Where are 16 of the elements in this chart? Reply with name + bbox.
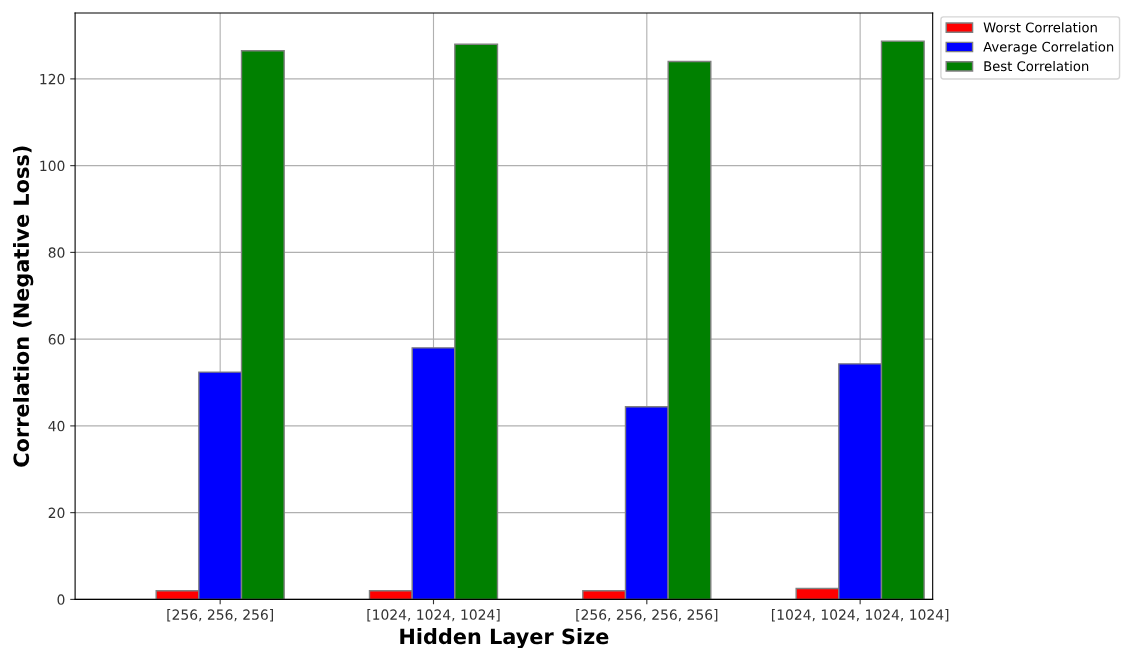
y-axis-title: Correlation (Negative Loss) (12, 146, 34, 467)
y-tick-label: 120 (40, 73, 65, 85)
legend-label: Average Correlation (983, 41, 1114, 55)
y-tick-label: 20 (48, 507, 65, 519)
x-tick-label: [1024, 1024, 1024, 1024] (771, 609, 949, 622)
legend-label: Best Correlation (984, 60, 1089, 72)
y-tick-label: 80 (48, 247, 65, 258)
x-tick-label: [1024, 1024, 1024] (367, 609, 500, 622)
x-tick-label: [256, 256, 256, 256] (576, 609, 718, 622)
x-tick-label: [256, 256, 256] (167, 609, 273, 622)
y-tick-label: 100 (40, 160, 65, 172)
y-tick-label: 0 (57, 594, 65, 605)
y-tick-label: 40 (48, 420, 65, 432)
x-axis-title: Hidden Layer Size (400, 628, 609, 648)
legend-label: Worst Correlation (983, 22, 1097, 33)
y-tick-label: 60 (48, 334, 65, 345)
